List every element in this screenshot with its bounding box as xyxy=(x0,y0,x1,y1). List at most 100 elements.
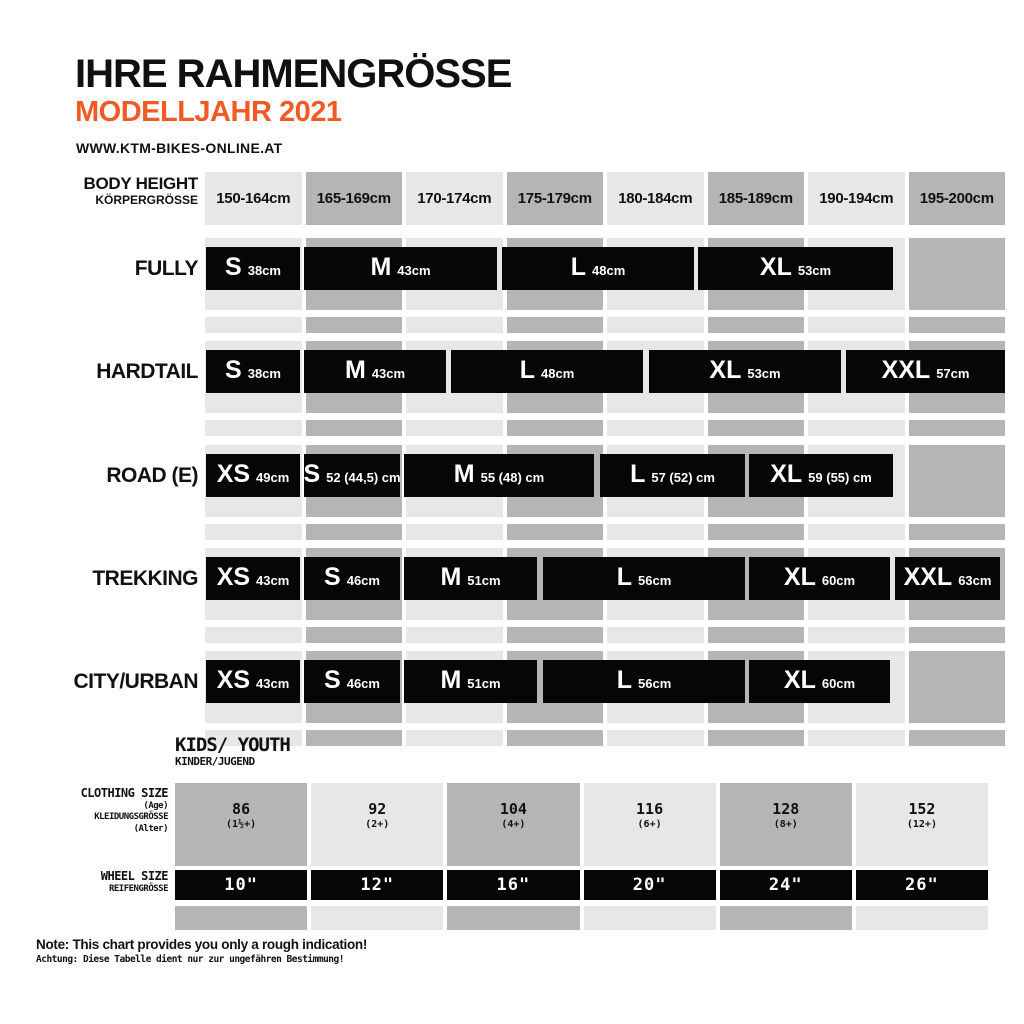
size-bar: XL 60cm xyxy=(749,660,890,703)
strip-cell xyxy=(205,317,302,333)
bar-size-letter: S xyxy=(225,253,242,281)
bar-size-letter: M xyxy=(370,253,392,281)
size-bar: XS 43cm xyxy=(206,557,300,600)
clothing-age-value: (6+) xyxy=(637,818,662,830)
bar-frame-size: 43cm xyxy=(371,366,406,381)
strip-cell xyxy=(406,420,503,436)
bar-frame-size: 63cm xyxy=(958,573,992,588)
bar-size-letter: M xyxy=(440,666,462,694)
size-bar: XXL 57cm xyxy=(846,350,1005,393)
bar-frame-size: 51cm xyxy=(467,573,501,588)
size-bar: M 55 (48) cm xyxy=(404,454,594,497)
strip-cell xyxy=(808,317,905,333)
bar-frame-size: 59 (55) cm xyxy=(808,470,872,485)
bar-size-letter: L xyxy=(616,563,633,591)
kids-heading-en: KIDS/ YOUTH xyxy=(175,734,291,756)
bar-size-letter: S xyxy=(304,460,321,488)
clothing-size-value: 116 xyxy=(636,800,664,818)
strip-cell xyxy=(406,627,503,643)
row-bars: XS 43cm S 46cm M 51cm L 56cm XL 60cm XXL 63cm xyxy=(205,557,1005,600)
clothing-size-cell: 104 (4+) xyxy=(447,783,580,866)
clothing-size-value: 152 xyxy=(908,800,936,818)
clothing-size-cell: 86 (1½+) xyxy=(175,783,308,866)
bar-frame-size: 60cm xyxy=(821,676,856,691)
strip-cell xyxy=(707,420,804,436)
body-height-label-de: KÖRPERGRÖSSE xyxy=(95,192,198,207)
strip-cell xyxy=(607,730,704,746)
wheel-size-bar: 16" xyxy=(447,870,580,900)
clothing-size-label-alter: (Alter) xyxy=(133,823,169,834)
bar-size-letter: M xyxy=(344,356,366,384)
bar-size-letter: XL xyxy=(759,253,792,281)
bar-frame-size: 51cm xyxy=(467,676,501,691)
body-height-header-row: 150-164cm 165-169cm 170-174cm 175-179cm 180-… xyxy=(205,172,1005,225)
wheel-size-row: 10" 12" 16" 20" 24" 26" xyxy=(175,870,988,900)
clothing-size-label: CLOTHING SIZE (Age) KLEIDUNGSGRÖSSE (Alt… xyxy=(20,786,169,835)
clothing-size-value: 104 xyxy=(499,800,527,818)
strip-cell xyxy=(205,730,302,746)
strip-cell xyxy=(406,524,503,540)
row-label: CITY/URBAN xyxy=(73,669,199,693)
body-height-label-en: BODY HEIGHT xyxy=(83,174,199,193)
kids-strip-cell xyxy=(175,906,308,930)
bar-size-letter: XXL xyxy=(903,563,953,591)
size-bar: S 38cm xyxy=(206,247,300,290)
bar-size-letter: M xyxy=(440,563,462,591)
kids-strip-cell xyxy=(447,906,580,930)
grid-cell xyxy=(908,651,1005,723)
clothing-age-value: (4+) xyxy=(501,818,526,830)
wheel-size-bar: 10" xyxy=(175,870,308,900)
size-bar: M 43cm xyxy=(304,350,446,393)
strip-cell xyxy=(607,627,704,643)
footnote-en: Note: This chart provides you only a rou… xyxy=(36,937,368,952)
strip-cell xyxy=(707,730,804,746)
clothing-size-cell: 92 (2+) xyxy=(311,783,444,866)
row-bars: XS 43cm S 46cm M 51cm L 56cm XL 60cm xyxy=(205,660,1005,703)
strip-cell xyxy=(808,627,905,643)
size-bar: M 51cm xyxy=(404,557,537,600)
strip-cell xyxy=(808,524,905,540)
strip-cell xyxy=(506,627,603,643)
strip-cell xyxy=(305,627,402,643)
body-height-label: BODY HEIGHT KÖRPERGRÖSSE xyxy=(40,174,199,207)
bar-frame-size: 38cm xyxy=(247,263,281,278)
clothing-size-label-age: (Age) xyxy=(143,801,168,811)
strip-cell xyxy=(406,317,503,333)
strip-cell xyxy=(305,730,402,746)
clothing-size-value: 86 xyxy=(232,800,251,818)
kids-strip-cell xyxy=(719,906,852,930)
clothing-size-value: 92 xyxy=(368,800,387,818)
size-bar: L 56cm xyxy=(543,660,745,703)
size-bar: S 46cm xyxy=(304,660,400,703)
bar-size-letter: L xyxy=(616,666,633,694)
size-bar: XL 59 (55) cm xyxy=(749,454,893,497)
bar-size-letter: XL xyxy=(783,666,816,694)
row-label: TREKKING xyxy=(92,566,198,590)
bar-size-letter: XS xyxy=(216,563,251,591)
clothing-age-value: (8+) xyxy=(773,818,798,830)
wheel-size-bar: 20" xyxy=(583,870,716,900)
bar-frame-size: 48cm xyxy=(592,263,626,278)
bar-frame-size: 49cm xyxy=(256,470,290,485)
kids-strip-cell xyxy=(311,906,444,930)
wheel-size-label-de: REIFENGRÖSSE xyxy=(108,884,169,894)
row-label: HARDTAIL xyxy=(96,359,198,383)
size-bar: XS 43cm xyxy=(206,660,300,703)
wheel-size-bar: 24" xyxy=(719,870,852,900)
size-bar: M 51cm xyxy=(404,660,537,703)
footnote-de: Achtung: Diese Tabelle dient nur zur ung… xyxy=(36,953,344,965)
bar-frame-size: 52 (44,5) cm xyxy=(326,470,400,485)
strip-cell xyxy=(205,627,302,643)
size-bar: XS 49cm xyxy=(206,454,300,497)
bar-frame-size: 48cm xyxy=(541,366,575,381)
strip-cell xyxy=(205,524,302,540)
bar-size-letter: S xyxy=(225,356,242,384)
clothing-age-value: (1½+) xyxy=(226,818,257,830)
strip-cell xyxy=(607,317,704,333)
clothing-age-value: (12+) xyxy=(906,818,937,830)
separator-strip xyxy=(205,524,1005,540)
separator-strip xyxy=(205,317,1005,333)
clothing-size-cell: 152 (12+) xyxy=(855,783,988,866)
bar-frame-size: 56cm xyxy=(638,573,672,588)
bar-frame-size: 53cm xyxy=(747,366,781,381)
